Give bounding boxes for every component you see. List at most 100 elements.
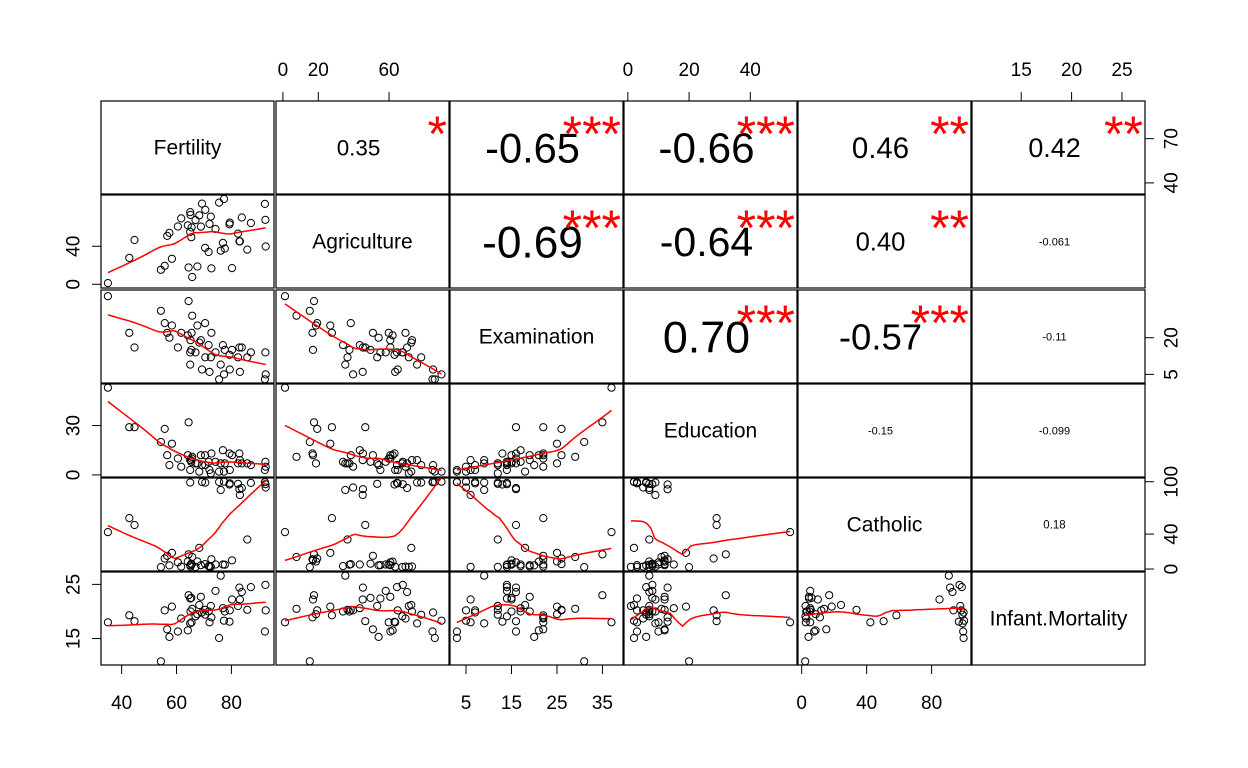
data-point — [511, 520, 521, 530]
data-point — [663, 617, 672, 626]
data-point — [219, 194, 229, 204]
data-point — [130, 617, 139, 626]
x-tick-label: 20 — [308, 60, 329, 81]
variable-name: Education — [664, 420, 757, 443]
x-tick-label: 15 — [501, 693, 522, 714]
data-point — [227, 264, 237, 273]
data-point — [309, 418, 319, 427]
data-point — [539, 462, 548, 471]
x-tick-label: 40 — [856, 693, 877, 714]
data-point — [403, 587, 412, 597]
data-point — [173, 454, 182, 463]
data-point — [521, 600, 530, 610]
data-point — [195, 543, 204, 553]
data-point — [201, 243, 210, 252]
data-point — [260, 375, 269, 384]
data-point — [879, 617, 888, 626]
data-point — [632, 606, 642, 615]
data-point — [167, 602, 176, 611]
data-point — [366, 559, 375, 568]
data-point — [946, 583, 955, 592]
data-point — [167, 439, 176, 448]
data-point — [305, 306, 314, 315]
data-point — [165, 228, 174, 237]
data-point — [186, 478, 195, 487]
data-point — [201, 451, 210, 460]
data-point — [390, 480, 399, 489]
data-point — [801, 601, 810, 611]
x-tick-label: 60 — [166, 693, 187, 714]
data-point — [218, 341, 227, 350]
data-point — [461, 606, 471, 615]
data-point — [187, 593, 196, 603]
data-point — [233, 601, 243, 611]
data-point — [193, 610, 202, 619]
y-tick-label: 40 — [64, 236, 85, 257]
data-point — [392, 461, 402, 470]
data-point — [237, 587, 246, 597]
data-point — [480, 456, 489, 465]
data-point — [502, 583, 511, 592]
data-point — [539, 625, 548, 634]
panel-border — [449, 194, 624, 289]
data-point — [390, 350, 399, 359]
data-point — [511, 583, 521, 592]
data-point — [712, 520, 721, 530]
data-point — [403, 483, 412, 493]
data-point — [384, 328, 393, 337]
data-point — [196, 592, 205, 601]
data-point — [215, 467, 224, 476]
significance-stars: ** — [1104, 106, 1143, 162]
data-point — [218, 238, 227, 247]
data-point — [607, 618, 616, 627]
data-point — [403, 343, 412, 352]
y-tick-label: 40 — [1162, 172, 1183, 193]
data-point — [648, 593, 657, 603]
data-point — [225, 465, 234, 475]
data-point — [358, 343, 367, 352]
x-tick-label: 35 — [592, 693, 613, 714]
data-point — [156, 437, 165, 447]
data-point — [184, 591, 193, 600]
panel-border — [449, 289, 624, 384]
data-point — [280, 528, 290, 537]
data-point — [366, 593, 375, 603]
data-point — [308, 328, 317, 337]
panel-border — [275, 194, 450, 289]
variable-name: Catholic — [847, 514, 923, 537]
x-tick-label: 20 — [1061, 60, 1082, 81]
data-point — [511, 627, 521, 636]
data-point — [502, 478, 511, 487]
panel-border — [449, 477, 624, 572]
data-point — [103, 279, 113, 288]
data-point — [165, 632, 174, 642]
smooth-line — [456, 482, 612, 560]
data-point — [196, 222, 205, 231]
data-point — [358, 490, 367, 500]
data-point — [156, 265, 165, 274]
y-tick-label: 0 — [1162, 564, 1183, 575]
data-point — [417, 610, 426, 619]
data-point — [156, 563, 165, 572]
data-point — [103, 618, 113, 627]
outer-axes: 40 60 80 0 20 60 5 15 25 35 0 20 40 0 40 80 15 20 25 0 40 0 30… — [64, 60, 1183, 714]
panel-border — [623, 571, 798, 666]
data-point — [196, 451, 205, 460]
data-point — [368, 551, 377, 560]
data-point — [177, 214, 186, 223]
data-point — [225, 350, 234, 359]
panel-border — [797, 477, 972, 572]
data-point — [681, 548, 691, 558]
data-point — [130, 520, 139, 530]
data-point — [368, 625, 377, 634]
data-point — [811, 626, 820, 635]
data-point — [539, 560, 548, 569]
data-point — [822, 625, 831, 634]
data-point — [167, 321, 176, 330]
data-point — [246, 478, 255, 487]
data-point — [246, 218, 255, 228]
data-point — [955, 580, 964, 590]
data-point — [629, 633, 639, 643]
panel-border — [449, 383, 624, 478]
